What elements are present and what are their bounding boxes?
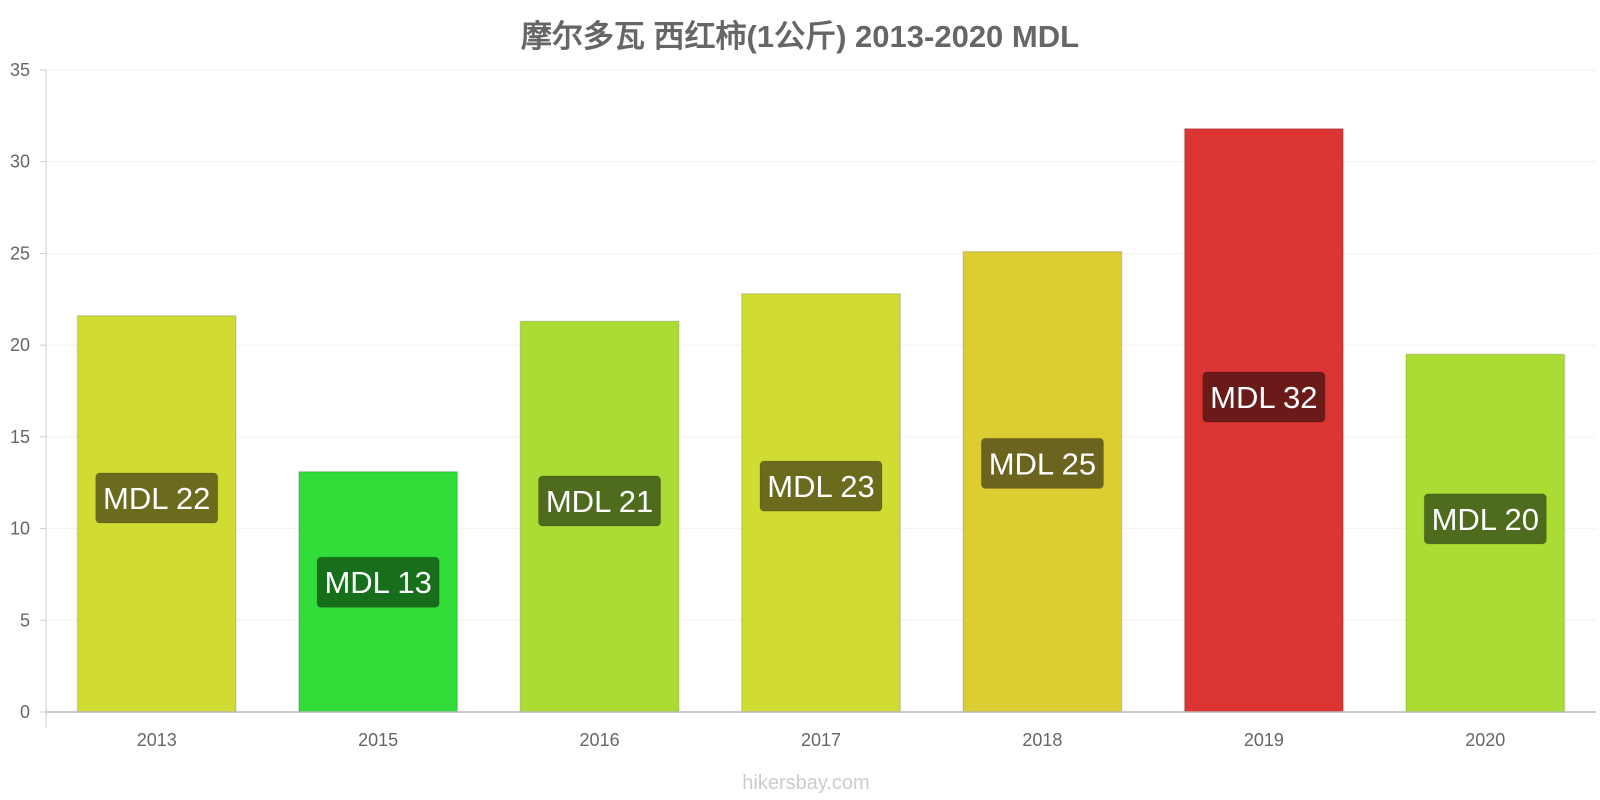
- value-label-bg: [759, 460, 883, 512]
- y-tick-label: 15: [10, 427, 30, 447]
- x-tick-label: 2020: [1465, 730, 1505, 750]
- value-label: MDL 32: [1210, 380, 1317, 415]
- value-label: MDL 21: [546, 484, 653, 519]
- chart-title: 摩尔多瓦 西红柿(1公斤) 2013-2020 MDL: [521, 19, 1079, 54]
- value-label: MDL 23: [767, 469, 874, 504]
- y-tick-label: 25: [10, 243, 30, 263]
- x-axis-ticks: 2013 2015 2016 2017 2018 2019 2020: [137, 730, 1506, 750]
- value-label: MDL 20: [1432, 502, 1539, 537]
- x-tick-label: 2017: [801, 730, 841, 750]
- value-label-bg: [1202, 371, 1326, 423]
- x-tick-label: 2016: [580, 730, 620, 750]
- value-label: MDL 13: [324, 565, 431, 600]
- y-tick-label: 30: [10, 152, 30, 172]
- value-label-bg: [316, 556, 440, 608]
- x-tick-label: 2019: [1244, 730, 1284, 750]
- y-tick-label: 0: [20, 702, 30, 722]
- value-label: MDL 25: [989, 446, 1096, 481]
- value-label: MDL 22: [103, 481, 210, 516]
- value-label-bg: [980, 437, 1104, 489]
- value-label-bg: [1423, 493, 1547, 545]
- y-tick-label: 10: [10, 519, 30, 539]
- y-tick-label: 35: [10, 60, 30, 80]
- value-label-bg: [538, 475, 662, 527]
- value-labels: MDL 22 MDL 13 MDL 21 MDL 23 MDL 25 MDL 32 MDL …: [95, 371, 1547, 608]
- x-tick-label: 2013: [137, 730, 177, 750]
- watermark: hikersbay.com: [742, 772, 869, 794]
- x-tick-label: 2018: [1022, 730, 1062, 750]
- y-tick-label: 5: [20, 610, 30, 630]
- x-tick-label: 2015: [358, 730, 398, 750]
- y-axis-ticks: 0 5 10 15 20 25 30 35: [10, 60, 46, 722]
- y-tick-label: 20: [10, 335, 30, 355]
- bars: [76, 127, 1566, 713]
- value-label-bg: [95, 472, 219, 524]
